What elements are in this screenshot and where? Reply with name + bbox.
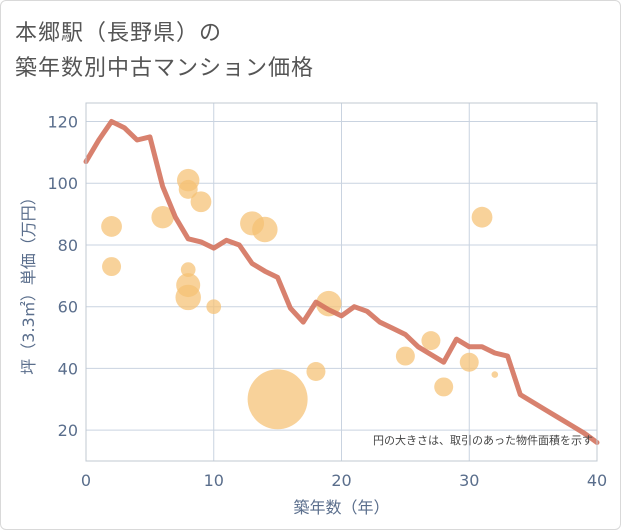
bubble-point: [178, 179, 198, 199]
bubble-point: [102, 257, 122, 277]
x-tick-label: 20: [331, 471, 351, 490]
grid-lines: [85, 103, 598, 461]
chart-title-line1: 本郷駅（長野県）の: [15, 21, 223, 46]
y-tick-label: 20: [58, 421, 78, 440]
bubble-point: [315, 290, 342, 317]
bubble-point: [175, 284, 201, 311]
bubble-point: [151, 205, 174, 229]
average-price-line: [83, 119, 600, 445]
bubble-point: [206, 299, 222, 315]
bubble-point: [252, 216, 278, 243]
bubble-point: [180, 262, 196, 278]
bubble-point: [434, 377, 454, 397]
bubble-point: [421, 331, 441, 351]
x-tick-label: 30: [459, 471, 479, 490]
bubble-point: [491, 371, 499, 378]
size-annotation: 円の大きさは、取引のあった物件面積を示す: [373, 433, 593, 447]
y-tick-label: 100: [47, 174, 78, 193]
y-tick-label: 120: [47, 113, 78, 132]
x-tick-label: 0: [81, 471, 91, 490]
x-tick-label: 10: [204, 471, 224, 490]
y-axis-label: 坪（3.3㎡）単価（万円）: [19, 189, 38, 374]
bubble-point: [306, 362, 326, 381]
chart-title-line2: 築年数別中古マンション価格: [15, 56, 315, 81]
y-tick-label: 60: [58, 298, 78, 317]
x-axis-ticks: 0 10 20 30 40: [81, 471, 607, 490]
bubble-series: [101, 168, 499, 430]
bubble-point: [459, 352, 479, 372]
line-series: [83, 119, 600, 445]
y-tick-label: 80: [58, 236, 78, 255]
plot-area-border: [85, 102, 598, 462]
bubble-point: [471, 206, 493, 228]
y-axis-ticks: 20 40 60 80 100 120: [47, 113, 78, 441]
x-tick-label: 40: [587, 471, 607, 490]
y-tick-label: 40: [58, 359, 78, 378]
x-axis-label: 築年数（年）: [293, 498, 389, 517]
bubble-point: [190, 191, 212, 213]
bubble-point: [101, 216, 122, 237]
bubble-point: [395, 346, 415, 366]
bubble-point: [247, 369, 308, 430]
